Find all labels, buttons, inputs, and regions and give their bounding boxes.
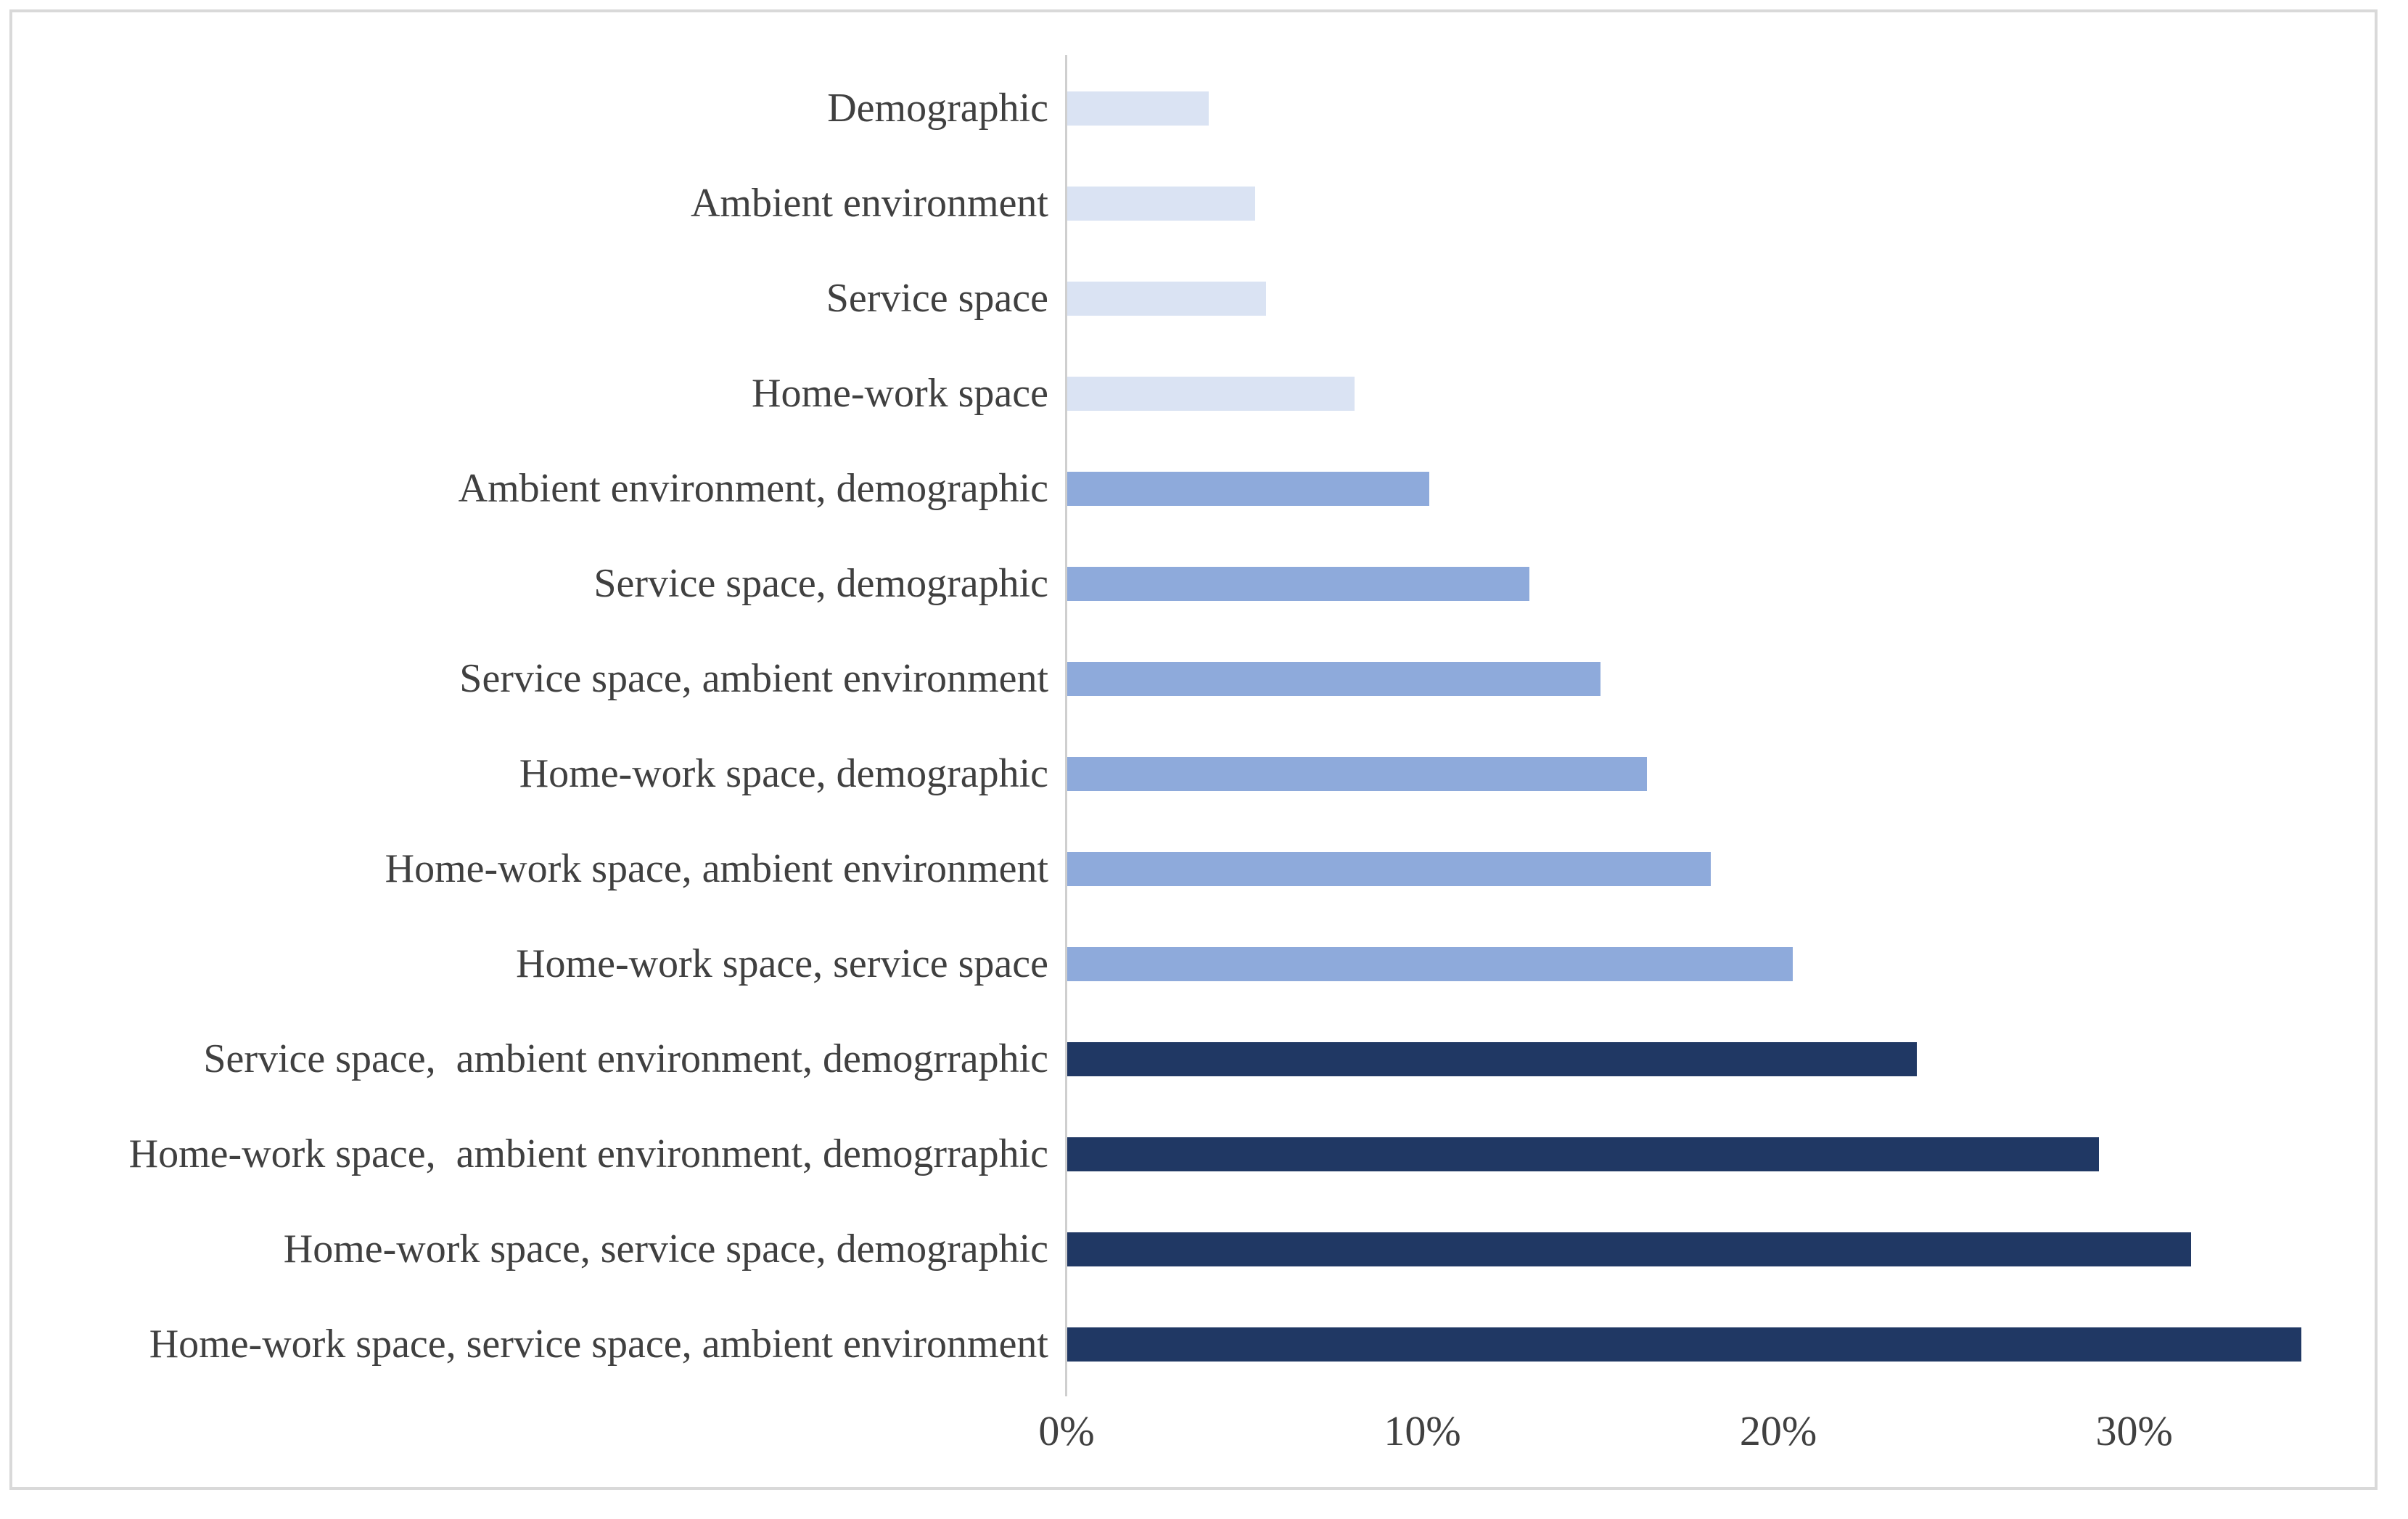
bar-row: Ambient environment [29, 156, 2383, 251]
bar-track [1067, 917, 2383, 1012]
category-label: Ambient environment [690, 180, 1048, 226]
category-label: Service space [826, 275, 1048, 321]
category-label: Home-work space [752, 370, 1048, 416]
bar-track [1067, 61, 2383, 156]
bar [1067, 91, 1209, 126]
category-label: Service space, ambient environment, demo… [203, 1036, 1048, 1081]
category-label: Ambient environment, demographic [458, 465, 1048, 511]
chart-rows: Demographic Ambient environment Service sp… [29, 61, 2383, 1392]
bar-row: Ambient environment, demographic [29, 441, 2383, 536]
bar-track [1067, 1107, 2383, 1202]
bar-row: Service space, ambient environment [29, 631, 2383, 726]
bar-track [1067, 156, 2383, 251]
bar-row: Service space, ambient environment, demo… [29, 1012, 2383, 1107]
bar [1067, 947, 1793, 981]
bar-row: Service space [29, 251, 2383, 346]
x-axis-tick-label: 10% [1384, 1407, 1461, 1454]
bar-row: Home-work space [29, 346, 2383, 441]
x-axis-tick-label: 30% [2095, 1407, 2173, 1454]
bar-row: Home-work space, demographic [29, 726, 2383, 822]
bar-track [1067, 346, 2383, 441]
bar-track [1067, 251, 2383, 346]
bar [1067, 472, 1430, 506]
category-label: Home-work space, ambient environment, de… [128, 1131, 1048, 1176]
category-label: Service space, ambient environment [459, 655, 1048, 701]
category-label: Home-work space, service space [516, 941, 1048, 986]
category-label: Home-work space, demographic [519, 750, 1048, 796]
category-label: Home-work space, service space, demograp… [283, 1226, 1048, 1272]
x-axis-tick-label: 20% [1739, 1407, 1817, 1454]
bar-track [1067, 726, 2383, 822]
bar [1067, 1042, 1918, 1076]
category-label: Service space, demographic [593, 560, 1048, 606]
bar-row: Home-work space, service space, ambient … [29, 1297, 2383, 1392]
category-label: Home-work space, ambient environment [385, 846, 1048, 891]
bar [1067, 1137, 2099, 1171]
bar-row: Home-work space, ambient environment [29, 822, 2383, 917]
bar [1067, 187, 1255, 221]
bar-track [1067, 822, 2383, 917]
bar-row: Home-work space, service space [29, 917, 2383, 1012]
bar-row: Service space, demographic [29, 536, 2383, 631]
bar [1067, 662, 1600, 696]
bar-track [1067, 536, 2383, 631]
bar [1067, 852, 1711, 886]
x-axis-tick-labels: 0% 10% 20% 30% [1038, 1407, 2383, 1465]
bar [1067, 377, 1355, 411]
bar-row: Demographic [29, 61, 2383, 156]
bar-track [1067, 631, 2383, 726]
bar [1067, 1327, 2302, 1362]
bar-row: Home-work space, ambient environment, de… [29, 1107, 2383, 1202]
bar-track [1067, 1012, 2383, 1107]
bar [1067, 757, 1647, 791]
bar-track [1067, 1202, 2383, 1297]
bar [1067, 282, 1266, 316]
bar [1067, 1232, 2192, 1266]
x-axis-tick-label: 0% [1038, 1407, 1095, 1454]
category-axis-line [1065, 55, 1067, 1396]
bar [1067, 567, 1529, 601]
bar-track [1067, 441, 2383, 536]
bar-track [1067, 1297, 2383, 1392]
category-label: Demographic [827, 85, 1048, 131]
category-label: Home-work space, service space, ambient … [149, 1321, 1048, 1367]
bar-row: Home-work space, service space, demograp… [29, 1202, 2383, 1297]
